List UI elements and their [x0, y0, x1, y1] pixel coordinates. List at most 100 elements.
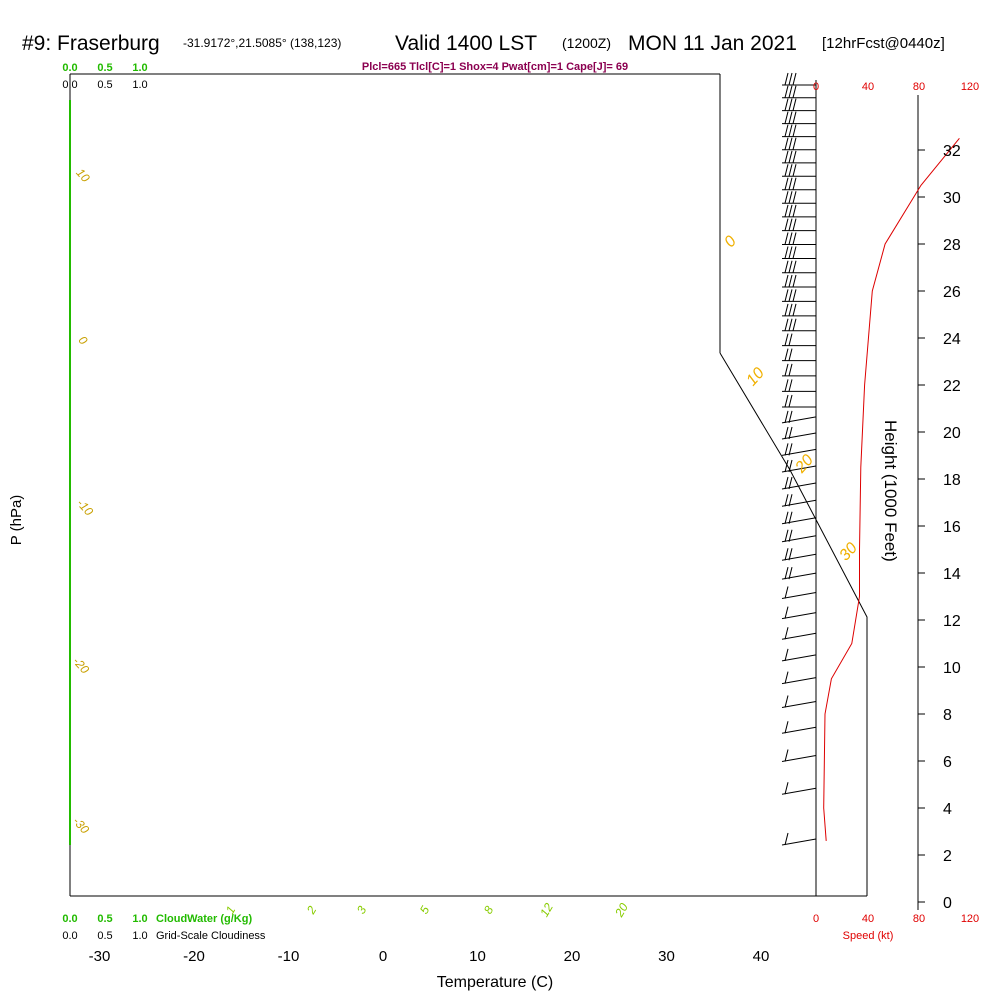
- wind-barb: [782, 394, 816, 408]
- wind-barb: [781, 494, 817, 507]
- hodograph-boundary: [719, 352, 868, 896]
- wind-barb-flag: [784, 98, 789, 111]
- cw-top-05: 0.5: [97, 62, 112, 74]
- wind-barb-flag: [784, 494, 789, 507]
- wind-barb-flag: [784, 379, 789, 392]
- wind-barb-flag: [788, 137, 793, 150]
- wind-barb: [782, 111, 816, 125]
- wind-barb-staff: [781, 432, 817, 440]
- mixing-ratio-label: 5: [417, 903, 433, 916]
- wind-barb-flag: [784, 204, 789, 218]
- wind-barb-flag: [788, 426, 793, 440]
- wind-barb-flag: [792, 218, 797, 231]
- wind-barb: [782, 204, 816, 218]
- wind-barb-flag: [788, 289, 793, 302]
- station-coords: -31.9172°,21.5085° (138,123): [183, 36, 341, 50]
- wind-barb-flag: [788, 260, 793, 273]
- height-tick-label: 4: [943, 801, 952, 818]
- wind-barb: [781, 721, 817, 734]
- height-tick-label: 20: [943, 425, 961, 442]
- wind-barb-flag: [788, 348, 793, 361]
- wind-barb: [782, 363, 816, 377]
- wind-barb-flag: [788, 318, 793, 331]
- cl-bottom-05: 0.5: [97, 930, 112, 942]
- wind-barb-flag: [784, 426, 789, 440]
- speed-axis-label: Speed (kt): [843, 930, 894, 942]
- wind-barb-flag: [788, 177, 793, 190]
- isotherm-label: 20: [792, 452, 817, 477]
- wind-barb-flag: [784, 137, 789, 150]
- wind-barb: [781, 648, 817, 662]
- wind-barb-flag: [792, 318, 797, 331]
- wind-barb-flag: [788, 394, 793, 408]
- cl-bottom-10: 1.0: [132, 930, 147, 942]
- height-tick-label: 28: [943, 237, 961, 254]
- wind-barb: [781, 443, 817, 456]
- wind-barb-flag: [788, 548, 793, 561]
- wind-barb-flag: [784, 721, 789, 734]
- wind-barb: [781, 459, 817, 473]
- wind-barb-flag: [784, 627, 789, 640]
- wind-barb: [782, 379, 816, 392]
- wind-barb-flag: [792, 232, 797, 245]
- utc-time: (1200Z): [562, 35, 611, 51]
- dry-adiabat-label: 10: [73, 166, 93, 186]
- wind-barb-flag: [784, 218, 789, 231]
- wind-barb-flag: [784, 410, 789, 424]
- height-tick-label: 18: [943, 472, 961, 489]
- wind-barb-staff: [781, 416, 817, 424]
- mixing-ratio-label: 2: [303, 903, 319, 917]
- temperature-tick-label: 0: [379, 948, 387, 965]
- wind-barb: [782, 85, 816, 99]
- cl-top-05: 0.5: [97, 79, 112, 91]
- wind-barb-flag: [784, 548, 789, 561]
- wind-barb-flag: [792, 177, 797, 190]
- temperature-tick-label: -30: [89, 948, 111, 965]
- wind-barb: [782, 303, 816, 317]
- wind-barb-flag: [784, 394, 789, 408]
- wind-barb-staff: [781, 553, 817, 561]
- wind-barb-staff: [781, 654, 817, 662]
- speed-tick-top-40: 40: [862, 81, 874, 93]
- wind-barb-flag: [784, 566, 789, 580]
- height-tick-label: 32: [943, 143, 961, 160]
- wind-barb-flag: [792, 124, 797, 137]
- wind-barb-flag: [784, 85, 789, 98]
- wind-barb-flag: [792, 204, 797, 218]
- wind-barb-flag: [784, 476, 789, 490]
- wind-barb-flag: [788, 476, 793, 490]
- temperature-ticks: -30 -20 -10 0 10 20 30 40: [89, 948, 770, 965]
- cw-top-10: 1.0: [132, 62, 147, 74]
- wind-barb-flag: [784, 318, 789, 331]
- cl-top-0: 0.0: [62, 79, 77, 91]
- height-tick-label: 12: [943, 613, 961, 630]
- height-tick-label: 10: [943, 660, 961, 677]
- wind-barb: [782, 232, 816, 245]
- wind-barb-flag: [792, 98, 797, 111]
- cloudiness-label: Grid-Scale Cloudiness: [156, 930, 266, 942]
- wind-barb-flag: [788, 443, 793, 456]
- wind-barb-flag: [784, 289, 789, 302]
- wind-barb: [782, 274, 816, 288]
- height-tick-label: 16: [943, 519, 961, 536]
- wind-barb: [781, 410, 817, 424]
- wind-barb: [781, 782, 817, 795]
- wind-barb-staff: [781, 448, 817, 456]
- y-axis-label: P (hPa): [8, 495, 25, 546]
- temperature-tick-label: 10: [469, 948, 486, 965]
- height-tick-label: 6: [943, 754, 952, 771]
- wind-barb-staff: [781, 572, 817, 580]
- wind-barb: [782, 260, 816, 274]
- wind-barb-flag: [788, 204, 793, 218]
- temperature-tick-label: 40: [753, 948, 770, 965]
- wind-barb-staff: [781, 726, 817, 734]
- wind-barb-flag: [792, 303, 797, 317]
- wind-barb-flag: [784, 191, 789, 204]
- isotherm-label: 30: [836, 540, 861, 565]
- wind-barb-flag: [792, 191, 797, 204]
- wind-barb: [782, 218, 816, 232]
- wind-barb-flag: [784, 606, 789, 619]
- wind-barb: [782, 124, 816, 138]
